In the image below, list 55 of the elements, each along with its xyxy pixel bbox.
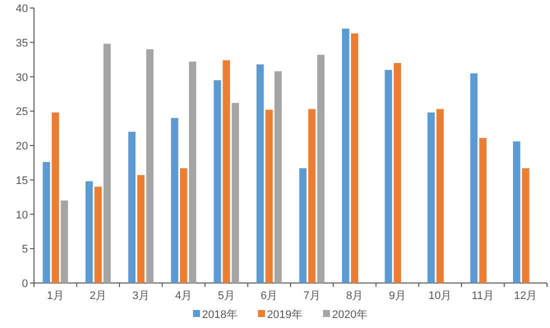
x-tick-label: 12月 <box>514 290 538 302</box>
y-tick-label: 0 <box>22 278 28 290</box>
bar <box>317 54 324 283</box>
bar <box>232 102 239 283</box>
x-tick-label: 7月 <box>303 290 320 302</box>
bar <box>60 200 68 283</box>
y-tick-label: 30 <box>16 72 28 84</box>
legend-label: 2020年 <box>332 309 368 321</box>
x-tick-label: 11月 <box>472 290 494 302</box>
bar <box>52 112 60 283</box>
bar <box>299 168 307 283</box>
bar <box>436 109 444 283</box>
y-tick-label: 15 <box>16 174 28 187</box>
x-tick-label: 9月 <box>388 290 406 302</box>
bar <box>103 44 111 283</box>
legend-label: 2019年 <box>267 309 302 321</box>
bar <box>188 62 196 283</box>
bar <box>137 175 145 283</box>
x-tick-label: 8月 <box>346 290 364 302</box>
bar <box>384 70 392 283</box>
y-tick-label: 20 <box>16 140 28 152</box>
bar <box>86 181 93 283</box>
x-tick-label: 1月 <box>46 290 64 302</box>
y-tick-label: 40 <box>16 3 28 15</box>
legend-label: 2018年 <box>202 309 238 321</box>
bar <box>42 162 50 283</box>
x-tick-label: 5月 <box>218 290 235 302</box>
bar <box>128 132 136 283</box>
bar <box>470 73 478 283</box>
x-tick-label: 3月 <box>132 290 150 302</box>
x-tick-label: 6月 <box>260 290 278 302</box>
bar <box>479 138 487 283</box>
bar <box>350 33 358 283</box>
bar <box>522 168 530 283</box>
bar <box>180 168 188 283</box>
x-tick-label: 10月 <box>428 290 452 302</box>
bar <box>274 71 282 283</box>
bar <box>265 110 273 283</box>
x-tick-label: 4月 <box>175 290 192 302</box>
y-tick-label: 25 <box>16 106 28 118</box>
bar <box>342 28 350 283</box>
bar <box>171 118 178 283</box>
bar <box>146 49 154 283</box>
y-tick-label: 10 <box>16 209 28 222</box>
y-tick-label: 5 <box>22 244 28 256</box>
bar <box>256 64 264 283</box>
bar <box>513 141 520 283</box>
bar <box>394 63 402 283</box>
bar <box>94 186 102 283</box>
bar <box>428 112 435 283</box>
x-tick-label: 2月 <box>90 290 107 302</box>
bar <box>308 109 316 283</box>
y-tick-label: 35 <box>16 37 28 50</box>
bar <box>222 60 230 283</box>
bar <box>214 80 222 283</box>
